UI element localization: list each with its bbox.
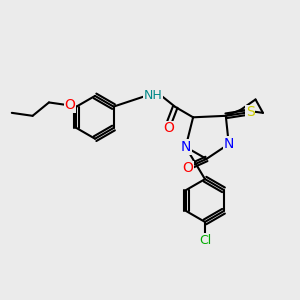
Text: O: O	[163, 121, 174, 135]
Text: N: N	[181, 140, 191, 154]
Text: O: O	[64, 98, 75, 112]
Text: S: S	[246, 105, 254, 119]
Text: Cl: Cl	[199, 234, 211, 247]
Text: NH: NH	[144, 88, 162, 101]
Text: O: O	[183, 161, 194, 176]
Text: N: N	[224, 137, 234, 151]
